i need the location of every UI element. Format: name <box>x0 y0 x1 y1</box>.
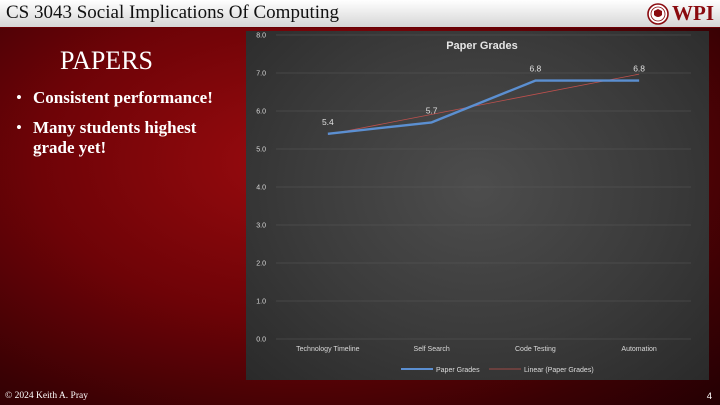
data-label: 5.7 <box>426 105 438 115</box>
title-bar: CS 3043 Social Implications Of Computing… <box>0 0 720 28</box>
slide-heading: PAPERS <box>60 46 153 75</box>
y-tick-label: 0.0 <box>256 337 266 344</box>
bullet-dot: • <box>16 118 22 137</box>
x-tick-label: Code Testing <box>515 346 556 353</box>
trendline <box>327 73 640 135</box>
x-tick-label: Automation <box>621 346 657 353</box>
x-tick-label: Self Search <box>414 346 450 353</box>
y-tick-label: 1.0 <box>256 299 266 306</box>
data-label: 6.8 <box>529 64 541 74</box>
legend-label-trendline: Linear (Paper Grades) <box>524 367 594 374</box>
y-tick-label: 6.0 <box>256 109 266 116</box>
chart-legend: Paper Grades Linear (Paper Grades) <box>401 367 594 374</box>
y-tick-label: 8.0 <box>256 33 266 40</box>
data-labels: 5.4 5.7 6.8 6.8 <box>322 64 645 127</box>
y-tick-label: 4.0 <box>256 185 266 192</box>
y-tick-label: 2.0 <box>256 261 266 268</box>
series-group <box>327 79 640 135</box>
legend-label-series: Paper Grades <box>436 367 480 374</box>
x-tick-label: Technology Timeline <box>296 346 360 353</box>
bullet-dot: • <box>16 88 22 107</box>
bullet-item: • Consistent performance! <box>16 88 236 108</box>
y-tick-label: 7.0 <box>256 71 266 78</box>
x-axis-ticks: Technology Timeline Self Search Code Testi… <box>296 346 657 353</box>
chart-gridlines <box>276 34 691 340</box>
data-label: 5.4 <box>322 117 334 127</box>
wpi-seal-icon <box>647 2 669 25</box>
chart-title: Paper Grades <box>446 40 518 52</box>
series-line-paper-grades <box>327 79 640 135</box>
y-axis-ticks: 0.0 1.0 2.0 3.0 4.0 5.0 6.0 7.0 8.0 <box>256 33 266 344</box>
bullet-text: Consistent performance! <box>33 88 213 107</box>
chart-svg: Paper Grades 0.0 1.0 2.0 3.0 4.0 5.0 6.0 7.0 8.0… <box>256 33 691 374</box>
course-title: CS 3043 Social Implications Of Computing <box>6 2 340 23</box>
y-tick-label: 3.0 <box>256 223 266 230</box>
bullet-item: • Many students highest grade yet! <box>16 118 236 158</box>
slide-number: 4 <box>706 391 712 402</box>
bullet-list: • Consistent performance! • Many students … <box>16 88 236 168</box>
paper-grades-chart: Paper Grades 0.0 1.0 2.0 3.0 4.0 5.0 6.0 7.0 8.0… <box>246 31 709 380</box>
copyright-footer: © 2024 Keith A. Pray <box>5 391 88 401</box>
trendline-group <box>327 73 640 135</box>
wpi-logo: WPI <box>647 1 714 25</box>
wpi-logo-text: WPI <box>672 1 714 25</box>
bullet-text: Many students highest grade yet! <box>33 118 197 157</box>
y-tick-label: 5.0 <box>256 147 266 154</box>
data-label: 6.8 <box>633 64 645 74</box>
